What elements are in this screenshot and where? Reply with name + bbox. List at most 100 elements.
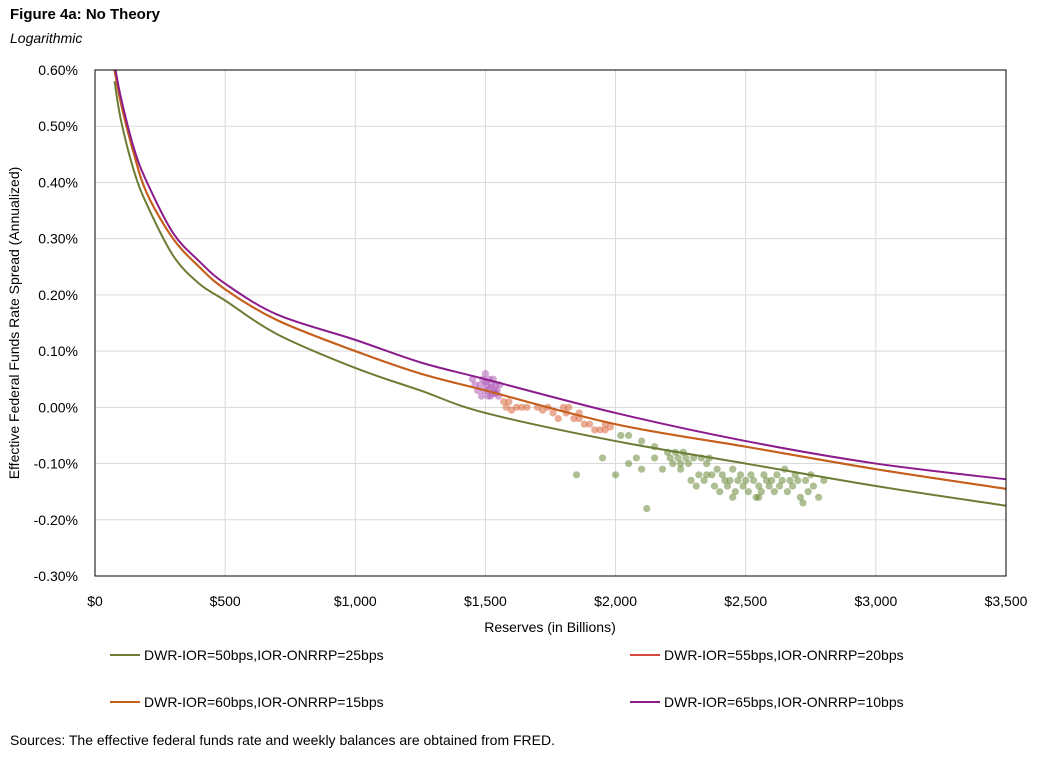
series-line-3 [113, 70, 1006, 490]
scatter-point [762, 476, 771, 485]
scatter-point [591, 426, 599, 434]
x-tick-label: $3,000 [854, 593, 897, 609]
y-tick-label: 0.20% [38, 287, 78, 303]
scatter-point [710, 482, 719, 490]
scatter-point [773, 471, 781, 479]
scatter-point [713, 465, 721, 473]
x-tick-labels: $0 $500 $1,000 $1,500 $2,000 $2,500 $3,000 $3,5… [87, 593, 1027, 609]
legend-swatch-2 [630, 654, 660, 656]
scatter-point [658, 465, 667, 473]
scatter-point [703, 471, 711, 479]
y-tick-label: 0.00% [38, 399, 78, 415]
scatter-point [820, 476, 828, 485]
scatter-point [708, 471, 716, 479]
scatter-point [775, 482, 784, 490]
legend-item-2: DWR-IOR=55bps,IOR-ONRRP=20bps [630, 647, 904, 663]
scatter-point [666, 454, 674, 462]
scatter-point [500, 398, 508, 406]
scatter-point [809, 482, 817, 490]
scatter-point [585, 420, 594, 428]
figure-title: Figure 4a: No Theory [10, 6, 161, 23]
scatter-point [617, 431, 625, 440]
scatter-point [755, 493, 763, 501]
scatter-point [721, 476, 729, 485]
scatter-point [468, 375, 477, 383]
scatter-point [783, 488, 791, 496]
scatter-point [768, 476, 776, 485]
scatter-point [632, 454, 640, 462]
scatter-point [801, 476, 810, 485]
scatter-point [572, 471, 581, 479]
y-tick-label: 0.60% [38, 62, 78, 78]
scatter-point [598, 454, 607, 462]
scatter-point [770, 488, 778, 496]
scatter-point [729, 465, 737, 473]
scatter-point [814, 493, 823, 501]
scatter-point [669, 459, 677, 468]
scatter-point [796, 493, 804, 501]
legend-item-1: DWR-IOR=50bps,IOR-ONRRP=25bps [110, 647, 384, 663]
x-tick-label: $500 [210, 593, 241, 609]
scatter-point [760, 471, 768, 479]
gridlines [95, 70, 1006, 576]
scatter-point [718, 471, 726, 479]
scatter-point [554, 414, 562, 423]
scatter-point [726, 476, 734, 485]
scatter-point [638, 465, 646, 473]
scatter-point [734, 476, 742, 485]
scatter-point [692, 482, 700, 490]
y-tick-label: 0.50% [38, 118, 78, 134]
legend-label-4: DWR-IOR=65bps,IOR-ONRRP=10bps [664, 694, 904, 710]
scatter-point [786, 476, 794, 485]
scatter-point [749, 476, 758, 485]
scatter-point [687, 476, 695, 485]
y-tick-labels: -0.30% -0.20% -0.10% 0.00% 0.10% 0.20% 0.30% 0.… [34, 62, 78, 584]
legend-label-1: DWR-IOR=50bps,IOR-ONRRP=25bps [144, 647, 384, 663]
scatter-point [765, 482, 773, 490]
scatter-point [684, 459, 693, 468]
scatter-point [757, 488, 765, 496]
x-tick-label: $2,500 [724, 593, 767, 609]
y-tick-label: 0.30% [38, 231, 78, 247]
scatter-point [638, 437, 646, 445]
scatter-point [755, 482, 763, 490]
scatter-point [513, 403, 521, 411]
x-tick-label: $0 [87, 593, 103, 609]
scatter-point [549, 409, 557, 417]
scatter-point [682, 454, 690, 462]
scatter-point [624, 459, 633, 468]
scatter-point [742, 476, 750, 485]
scatter-points [468, 370, 828, 513]
y-tick-label: -0.10% [34, 456, 78, 472]
plot-frame [94, 69, 1007, 577]
scatter-point [703, 459, 711, 468]
scatter-point [744, 488, 752, 496]
scatter-point [565, 403, 573, 411]
scatter-point [736, 471, 745, 479]
y-tick-label: -0.30% [34, 568, 78, 584]
series-line-2 [113, 70, 1006, 490]
scatter-point [723, 482, 732, 490]
y-tick-label: 0.40% [38, 174, 78, 190]
scatter-point [700, 476, 708, 485]
series-lines [113, 70, 1006, 507]
scatter-point [677, 459, 685, 468]
scatter-point [481, 370, 490, 378]
x-tick-label: $2,000 [594, 593, 637, 609]
source-note: Sources: The effective federal funds rat… [10, 732, 556, 748]
y-axis-label: Effective Federal Funds Rate Spread (Ann… [6, 167, 22, 480]
scatter-point [596, 426, 604, 434]
scatter-point [729, 493, 737, 501]
scatter-point [695, 471, 703, 479]
x-tick-label: $1,000 [334, 593, 377, 609]
x-axis-label: Reserves (in Billions) [484, 619, 615, 635]
legend-swatch-4 [630, 701, 660, 703]
y-tick-label: -0.20% [34, 512, 78, 528]
scatter-point [477, 392, 486, 400]
x-tick-label: $3,500 [985, 593, 1028, 609]
scatter-point [643, 504, 651, 513]
legend-swatch-1 [110, 654, 140, 656]
scatter-point [624, 431, 633, 440]
scatter-point [487, 384, 495, 392]
scatter-point [674, 454, 682, 462]
